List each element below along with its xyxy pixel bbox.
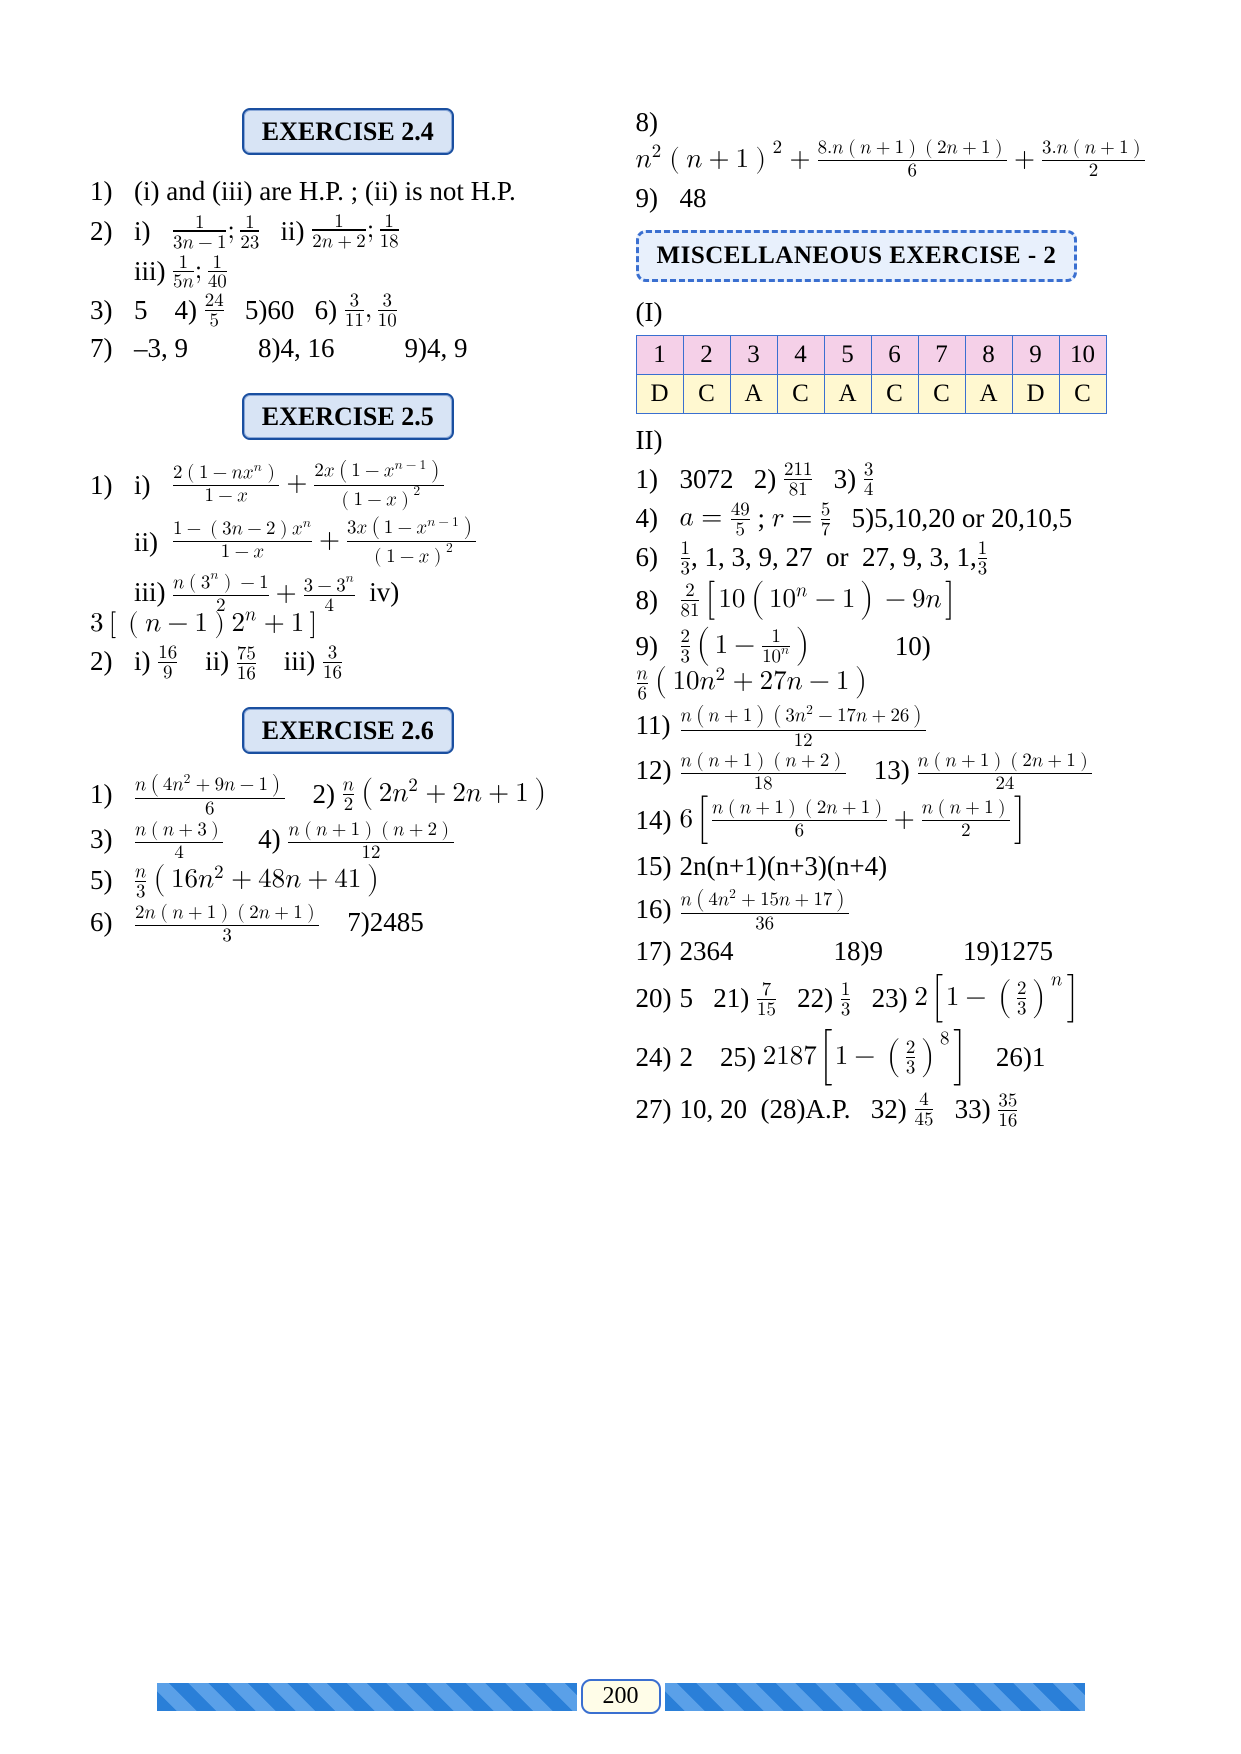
answer-text: (i) and (iii) are H.P. ; (ii) is not H.P…	[134, 175, 516, 207]
heading-ex24: EXERCISE 2.4	[242, 108, 454, 155]
decor-band-left	[157, 1683, 577, 1711]
heading-ex26: EXERCISE 2.6	[242, 707, 454, 754]
page-footer: 200	[0, 1679, 1241, 1714]
left-column: EXERCISE 2.4 1) (i) and (iii) are H.P. ;…	[90, 100, 606, 1634]
decor-band-right	[665, 1683, 1085, 1711]
heading-ex25: EXERCISE 2.5	[242, 393, 454, 440]
page-number: 200	[581, 1679, 661, 1714]
heading-misc: MISCELLANEOUS EXERCISE - 2	[636, 230, 1078, 282]
part1-label: (I)	[636, 296, 1152, 328]
right-column: 8) n2(n+1)2+8.n(n+1)(2n+1)6+3.n(n+1)2 9)…	[636, 100, 1152, 1634]
part2-label: II)	[636, 424, 1152, 456]
answer-table: 12345678910 DCACACCADC	[636, 335, 1107, 414]
page: EXERCISE 2.4 1) (i) and (iii) are H.P. ;…	[0, 0, 1241, 1754]
q-num: 1)	[90, 175, 134, 207]
